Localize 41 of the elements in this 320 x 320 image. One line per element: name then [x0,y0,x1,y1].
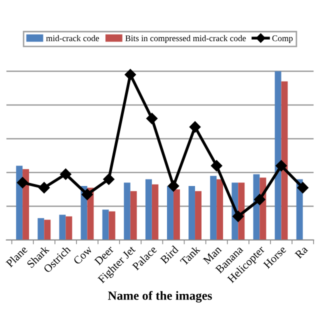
bar [210,176,217,240]
point [276,160,287,172]
bar [38,218,44,240]
bar [66,216,72,240]
bar [44,220,51,240]
bar [216,179,224,240]
bar [274,71,282,240]
bar [167,186,174,240]
point [254,194,266,206]
point [168,180,180,192]
bar [152,184,158,240]
bar [102,210,109,240]
bar [22,169,30,240]
point [16,177,28,188]
point [297,182,308,194]
bar [108,211,116,240]
x-tick-label: Tank [180,244,201,266]
point [103,174,114,185]
legend-label: mid-crack code [46,35,99,42]
x-tick-label: Ra [294,245,308,259]
x-tick-label: Bird [160,244,179,264]
point [189,121,201,133]
legend-label: Bits in compressed mid-crack code [125,35,246,43]
point [60,168,72,180]
x-tick-label: Cow [72,245,93,265]
point [82,188,93,200]
bar [145,179,152,240]
legend-label: Comp [272,35,293,43]
bar [173,189,180,240]
bar [130,191,137,240]
point [210,160,222,172]
bar [188,186,196,240]
bar [59,214,66,240]
x-axis-title: Name of the images [108,290,212,303]
bar [124,182,130,240]
point [232,210,244,222]
point [146,112,158,124]
point [38,182,50,194]
bar [195,191,202,240]
point [124,69,136,80]
bar [16,166,23,240]
